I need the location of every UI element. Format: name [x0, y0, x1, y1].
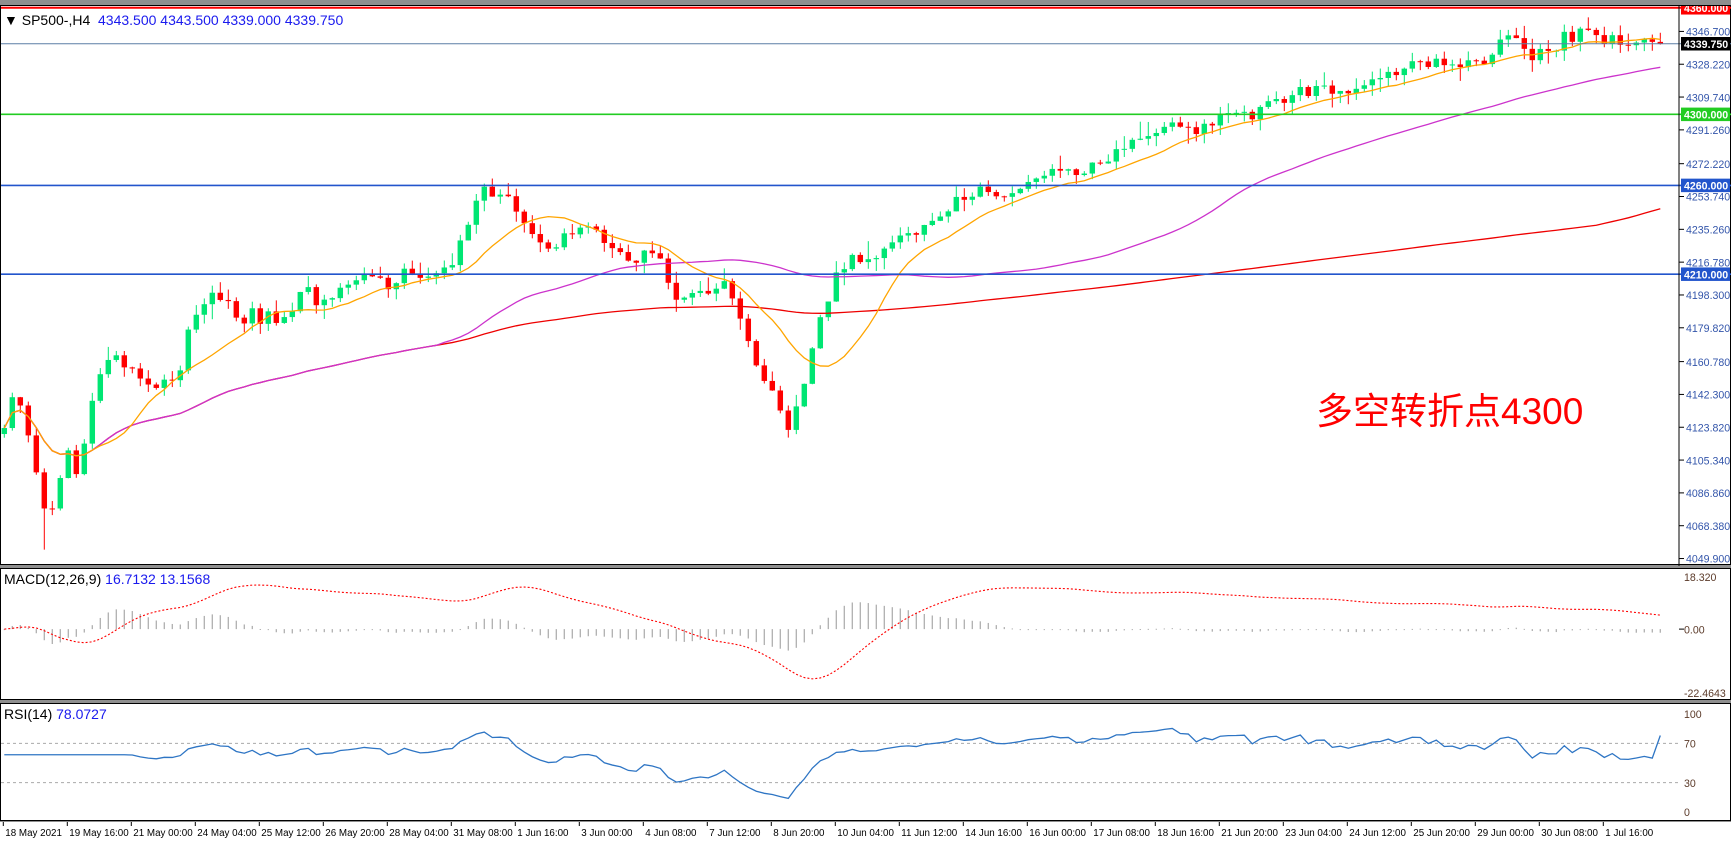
- svg-text:0: 0: [1684, 807, 1690, 819]
- svg-text:7 Jun 12:00: 7 Jun 12:00: [709, 828, 761, 839]
- svg-text:4210.000: 4210.000: [1684, 269, 1728, 281]
- svg-text:4086.860: 4086.860: [1686, 488, 1730, 500]
- svg-text:4291.260: 4291.260: [1686, 125, 1730, 137]
- svg-text:24 May 04:00: 24 May 04:00: [197, 828, 257, 839]
- svg-text:18.320: 18.320: [1684, 572, 1717, 584]
- svg-text:30: 30: [1684, 778, 1696, 790]
- svg-text:4105.340: 4105.340: [1686, 455, 1730, 467]
- svg-text:10 Jun 04:00: 10 Jun 04:00: [837, 828, 894, 839]
- svg-text:30 Jun 08:00: 30 Jun 08:00: [1541, 828, 1598, 839]
- svg-text:100: 100: [1684, 709, 1702, 721]
- svg-text:23 Jun 04:00: 23 Jun 04:00: [1285, 828, 1342, 839]
- svg-text:29 Jun 00:00: 29 Jun 00:00: [1477, 828, 1534, 839]
- svg-text:4346.700: 4346.700: [1686, 27, 1730, 39]
- svg-text:25 May 12:00: 25 May 12:00: [261, 828, 321, 839]
- svg-text:8 Jun 20:00: 8 Jun 20:00: [773, 828, 825, 839]
- svg-text:4260.000: 4260.000: [1684, 181, 1728, 193]
- svg-text:-22.4643: -22.4643: [1684, 688, 1726, 700]
- svg-text:4123.820: 4123.820: [1686, 422, 1730, 434]
- svg-text:4300.000: 4300.000: [1684, 110, 1728, 122]
- svg-text:4328.220: 4328.220: [1686, 59, 1730, 71]
- svg-text:14 Jun 16:00: 14 Jun 16:00: [965, 828, 1022, 839]
- svg-text:18 Jun 16:00: 18 Jun 16:00: [1157, 828, 1214, 839]
- svg-text:4049.900: 4049.900: [1686, 554, 1730, 566]
- svg-text:3 Jun 00:00: 3 Jun 00:00: [581, 828, 633, 839]
- svg-text:4198.300: 4198.300: [1686, 290, 1730, 302]
- svg-text:0.00: 0.00: [1684, 624, 1705, 636]
- svg-text:4360.000: 4360.000: [1684, 6, 1728, 15]
- svg-text:16 Jun 00:00: 16 Jun 00:00: [1029, 828, 1086, 839]
- svg-text:4309.740: 4309.740: [1686, 92, 1730, 104]
- svg-text:4235.260: 4235.260: [1686, 225, 1730, 237]
- svg-text:25 Jun 20:00: 25 Jun 20:00: [1413, 828, 1470, 839]
- svg-text:4160.780: 4160.780: [1686, 357, 1730, 369]
- svg-text:1 Jun 16:00: 1 Jun 16:00: [517, 828, 569, 839]
- svg-text:1 Jul 16:00: 1 Jul 16:00: [1605, 828, 1653, 839]
- svg-text:4253.740: 4253.740: [1686, 192, 1730, 204]
- svg-text:21 Jun 20:00: 21 Jun 20:00: [1221, 828, 1278, 839]
- svg-text:18 May 2021: 18 May 2021: [5, 828, 62, 839]
- svg-text:31 May 08:00: 31 May 08:00: [453, 828, 513, 839]
- svg-text:21 May 00:00: 21 May 00:00: [133, 828, 193, 839]
- svg-text:28 May 04:00: 28 May 04:00: [389, 828, 449, 839]
- svg-text:4 Jun 08:00: 4 Jun 08:00: [645, 828, 697, 839]
- svg-text:24 Jun 12:00: 24 Jun 12:00: [1349, 828, 1406, 839]
- svg-text:4272.220: 4272.220: [1686, 159, 1730, 171]
- svg-text:4142.300: 4142.300: [1686, 390, 1730, 402]
- svg-text:11 Jun 12:00: 11 Jun 12:00: [901, 828, 957, 839]
- svg-text:4339.750: 4339.750: [1684, 39, 1728, 51]
- svg-text:4179.820: 4179.820: [1686, 323, 1730, 335]
- svg-text:19 May 16:00: 19 May 16:00: [69, 828, 129, 839]
- svg-text:4068.380: 4068.380: [1686, 521, 1730, 533]
- svg-text:70: 70: [1684, 739, 1696, 751]
- svg-text:17 Jun 08:00: 17 Jun 08:00: [1093, 828, 1150, 839]
- svg-text:26 May 20:00: 26 May 20:00: [325, 828, 385, 839]
- svg-text:多空转折点4300: 多空转折点4300: [1316, 391, 1583, 432]
